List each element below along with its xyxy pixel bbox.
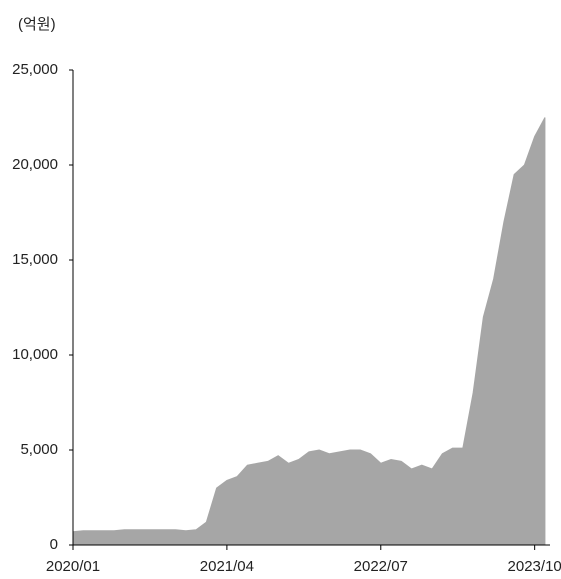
y-tick-label: 20,000 xyxy=(12,156,58,173)
y-tick-label: 5,000 xyxy=(20,441,58,458)
y-tick-label: 25,000 xyxy=(12,61,58,78)
y-tick-label: 0 xyxy=(50,536,58,553)
y-tick-label: 10,000 xyxy=(12,346,58,363)
y-axis-label: (억원) xyxy=(18,16,56,33)
x-tick-label: 2022/07 xyxy=(354,558,408,575)
x-tick-label: 2021/04 xyxy=(200,558,254,575)
y-tick-label: 15,000 xyxy=(12,251,58,268)
area xyxy=(72,117,546,546)
x-tick-label: 2020/01 xyxy=(46,558,100,575)
x-tick-label: 2023/10 xyxy=(508,558,561,575)
